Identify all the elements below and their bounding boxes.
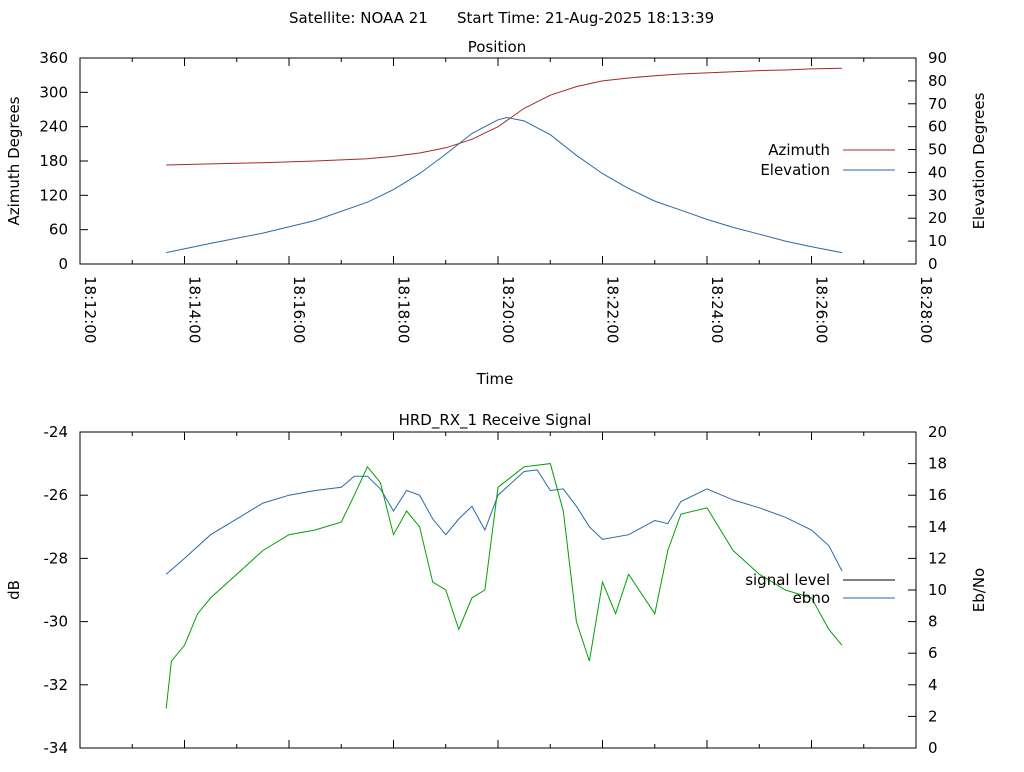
receive-time-axis xyxy=(79,432,917,748)
y2-tick-label: 2 xyxy=(928,707,938,725)
y2-tick-label: 20 xyxy=(928,209,947,227)
y-tick-label: 240 xyxy=(39,118,68,136)
position-series xyxy=(166,67,843,254)
y2-tick-label: 90 xyxy=(928,49,947,67)
y-tick-label: 360 xyxy=(39,49,68,67)
y-tick-label: -30 xyxy=(44,613,69,631)
y2-tick-label: 30 xyxy=(928,186,947,204)
x-tick-label: 18:28:00 xyxy=(917,276,935,343)
y-tick-label: -26 xyxy=(44,486,69,504)
legend-label-azimuth: Azimuth xyxy=(768,141,830,159)
receive-signal-chart: HRD_RX_1 Receive Signal -34-32-30-28-26-… xyxy=(5,411,988,757)
y2-tick-label: 20 xyxy=(928,423,947,441)
y-tick-label: 0 xyxy=(58,255,68,273)
y2-tick-label: 80 xyxy=(928,72,947,90)
receive-legend: signal level ebno xyxy=(745,571,895,607)
x-tick-label: 18:26:00 xyxy=(813,276,831,343)
y-tick-label: 60 xyxy=(49,221,68,239)
receive-left-axis: -34 -32 -30 -28 -26 -24 xyxy=(44,423,88,757)
position-legend: Azimuth Elevation xyxy=(760,141,895,179)
y2-tick-label: 50 xyxy=(928,141,947,159)
receive-series xyxy=(165,463,843,709)
x-tick-label: 18:18:00 xyxy=(395,276,413,343)
receive-signal-chart-title: HRD_RX_1 Receive Signal xyxy=(399,411,592,430)
y2-tick-label: 0 xyxy=(928,255,938,273)
position-chart-title: Position xyxy=(468,38,526,56)
y2-tick-label: 0 xyxy=(928,739,938,757)
position-chart: Position 0 60 120 180 240 300 360 0 10 20 30 40 50 6… xyxy=(5,38,988,388)
series-line-ebno xyxy=(165,469,843,575)
y2-tick-label: 4 xyxy=(928,676,938,694)
y2-tick-label: 10 xyxy=(928,581,947,599)
y2-tick-label: 14 xyxy=(928,518,947,536)
position-right-axis: 0 10 20 30 40 50 60 70 80 90 xyxy=(908,49,947,273)
y2-tick-label: 8 xyxy=(928,613,938,631)
y-tick-label: -24 xyxy=(44,423,69,441)
header-start-time: Start Time: 21-Aug-2025 18:13:39 xyxy=(457,9,714,27)
y-tick-label: 180 xyxy=(39,152,68,170)
y2-tick-label: 60 xyxy=(928,118,947,136)
y2-tick-label: 70 xyxy=(928,95,947,113)
y2-tick-label: 10 xyxy=(928,232,947,250)
position-left-axis: 0 60 120 180 240 300 360 xyxy=(39,49,88,273)
position-time-axis: 18:12:00 18:14:00 18:16:00 18:18:00 18:20:00… xyxy=(79,58,935,343)
receive-ylabel: dB xyxy=(5,580,23,600)
y2-tick-label: 40 xyxy=(928,163,947,181)
y-tick-label: 300 xyxy=(39,83,68,101)
x-tick-label: 18:24:00 xyxy=(708,276,726,343)
x-tick-label: 18:12:00 xyxy=(81,276,99,343)
x-tick-label: 18:14:00 xyxy=(186,276,204,343)
y-tick-label: -28 xyxy=(44,549,69,567)
receive-y2label: Eb/No xyxy=(970,568,988,612)
x-tick-label: 18:20:00 xyxy=(499,276,517,343)
receive-plot-frame xyxy=(79,431,917,749)
y2-tick-label: 6 xyxy=(928,644,938,662)
y-tick-label: -32 xyxy=(44,676,69,694)
header-satellite: Satellite: NOAA 21 xyxy=(289,9,428,27)
y2-tick-label: 16 xyxy=(928,486,947,504)
series-line-trace-2 xyxy=(165,463,843,709)
x-tick-label: 18:22:00 xyxy=(604,276,622,343)
y2-tick-label: 18 xyxy=(928,455,947,473)
legend-label-signal-level: signal level xyxy=(745,571,830,589)
series-line-azimuth xyxy=(166,67,843,166)
x-tick-label: 18:16:00 xyxy=(290,276,308,343)
y2-tick-label: 12 xyxy=(928,549,947,567)
position-ylabel: Azimuth Degrees xyxy=(5,96,23,225)
y-tick-label: -34 xyxy=(44,739,69,757)
position-xlabel: Time xyxy=(476,370,514,388)
legend-label-elevation: Elevation xyxy=(760,161,830,179)
receive-right-axis: 0 2 4 6 8 10 12 14 16 18 20 xyxy=(908,423,947,757)
legend-label-ebno: ebno xyxy=(793,589,830,607)
y-tick-label: 120 xyxy=(39,186,68,204)
position-y2label: Elevation Degrees xyxy=(970,92,988,229)
series-line-elevation xyxy=(166,116,843,254)
